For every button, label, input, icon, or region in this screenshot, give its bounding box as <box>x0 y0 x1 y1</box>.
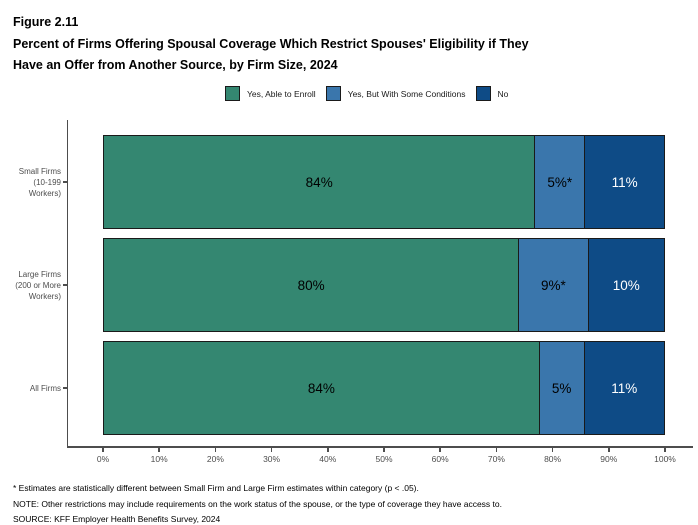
bar-segment: 80% <box>103 238 520 332</box>
x-axis-tick <box>664 447 666 452</box>
bar-value-label: 11% <box>611 380 638 396</box>
x-axis-tick-label: 40% <box>319 454 337 464</box>
bar-segment: 10% <box>587 238 665 332</box>
legend-label: Yes, Able to Enroll <box>247 88 316 99</box>
x-axis-tick-label: 100% <box>654 454 676 464</box>
bar-value-label: 84% <box>307 380 335 396</box>
x-axis-tick-label: 80% <box>544 454 562 464</box>
bar-segment: 9%* <box>518 238 589 332</box>
y-axis-line <box>66 120 68 447</box>
y-axis-tick <box>62 284 67 286</box>
bar-segment: 5%* <box>534 135 586 229</box>
bar-segment: 84% <box>103 341 540 435</box>
y-axis-category-label-line: Workers) <box>28 188 61 198</box>
bar-value-label: 11% <box>611 174 638 190</box>
footnotes: * Estimates are statistically different … <box>13 481 502 525</box>
footnote-line: * Estimates are statistically different … <box>13 483 419 493</box>
bar-value-label: 10% <box>612 277 640 293</box>
x-axis-tick <box>327 447 329 452</box>
legend-swatch <box>475 86 491 101</box>
legend-item: Yes, But With Some Conditions <box>325 86 466 101</box>
x-axis-tick <box>102 447 104 452</box>
x-axis-tick-label: 30% <box>263 454 281 464</box>
x-axis-tick <box>551 447 554 452</box>
x-axis-tick-label: 50% <box>375 454 393 464</box>
x-axis-tick <box>439 447 441 452</box>
legend-label: Yes, But With Some Conditions <box>347 88 466 99</box>
legend-swatch <box>225 86 240 101</box>
x-axis-tick <box>383 447 385 452</box>
x-axis-tick-label: 20% <box>206 454 224 464</box>
x-axis-tick <box>214 447 217 452</box>
y-axis-category-label-line: (10-199 <box>33 177 61 187</box>
y-axis-category-label-line: (200 or More <box>15 280 61 290</box>
x-axis-tick <box>158 447 160 452</box>
x-axis-tick-label: 70% <box>487 454 505 464</box>
y-axis-category-label-line: Small Firms <box>18 166 61 176</box>
bar-segment: 5% <box>538 341 585 435</box>
y-axis-tick <box>62 387 67 389</box>
bar-segment: 11% <box>583 341 665 435</box>
bar-row: 80% 9%* 10% <box>103 238 665 332</box>
bar-value-label: 5% <box>551 380 572 396</box>
figure-title-line-1: Percent of Firms Offering Spousal Covera… <box>13 36 529 51</box>
y-axis-category-label: Large Firms (200 or More Workers) <box>0 238 61 332</box>
bar-row: 84% 5% 11% <box>103 341 665 435</box>
bar-row: 84% 5%* 11% <box>103 135 665 229</box>
y-axis-category-label: All Firms <box>0 341 61 435</box>
x-axis-tick-label: 0% <box>96 454 110 464</box>
footnote-line: SOURCE: KFF Employer Health Benefits Sur… <box>13 514 221 524</box>
legend: Yes, Able to Enroll Yes, But With Some Co… <box>225 86 508 101</box>
x-axis-tick <box>495 447 498 452</box>
x-axis-tick-label: 10% <box>150 454 168 464</box>
legend-item: No <box>475 86 509 101</box>
legend-swatch <box>325 86 341 101</box>
x-axis-tick <box>270 447 273 452</box>
bar-segment: 84% <box>103 135 536 229</box>
figure-number: Figure 2.11 <box>13 15 79 29</box>
x-axis-tick <box>608 447 610 452</box>
figure-header: Figure 2.11 Percent of Firms Offering Sp… <box>13 12 529 77</box>
y-axis-tick <box>62 181 67 183</box>
bar-value-label: 9%* <box>541 277 566 293</box>
legend-item: Yes, Able to Enroll <box>225 86 316 101</box>
x-axis-tick-label: 60% <box>431 454 449 464</box>
y-axis-category-label: Small Firms (10-199 Workers) <box>0 135 61 229</box>
footnote-line: NOTE: Other restrictions may include req… <box>13 498 502 509</box>
legend-label: No <box>497 88 509 99</box>
y-axis-category-label-line: Large Firms <box>18 269 61 279</box>
y-axis-category-label-line: Workers) <box>28 291 61 301</box>
bar-segment: 11% <box>584 135 665 229</box>
bar-value-label: 84% <box>305 174 333 190</box>
x-axis-line <box>66 446 693 448</box>
bar-value-label: 80% <box>297 277 325 293</box>
bar-value-label: 5%* <box>547 174 573 190</box>
y-axis-category-label-line: All Firms <box>29 383 61 393</box>
x-axis-tick-label: 90% <box>600 454 618 464</box>
figure-title-line-2: Have an Offer from Another Source, by Fi… <box>13 58 338 72</box>
